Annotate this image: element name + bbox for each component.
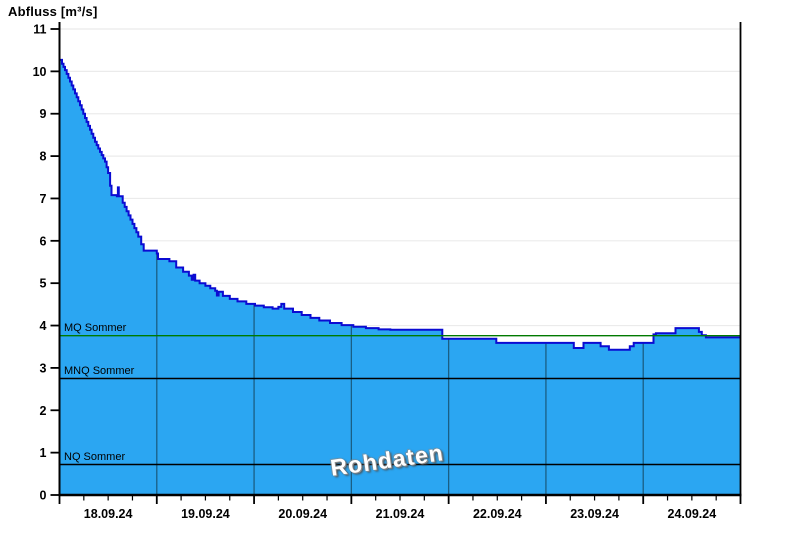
x-tick-label: 19.09.24 xyxy=(181,507,230,521)
x-tick-label: 24.09.24 xyxy=(668,507,717,521)
svg-text:2: 2 xyxy=(40,404,47,418)
svg-text:10: 10 xyxy=(33,65,47,79)
svg-text:6: 6 xyxy=(40,234,47,248)
svg-text:5: 5 xyxy=(40,277,47,291)
mq-sommer-label: MQ Sommer xyxy=(64,322,127,335)
x-tick-label: 18.09.24 xyxy=(84,507,133,521)
axes-frame xyxy=(58,22,742,497)
svg-text:4: 4 xyxy=(40,319,47,333)
y-axis-ticks: 0 1 2 3 4 5 6 7 8 9 10 11 xyxy=(33,23,60,503)
svg-text:11: 11 xyxy=(33,23,46,37)
svg-text:3: 3 xyxy=(40,361,47,375)
svg-text:8: 8 xyxy=(40,150,47,164)
reference-lines xyxy=(59,335,741,466)
x-tick-label: 22.09.24 xyxy=(473,507,522,521)
svg-text:7: 7 xyxy=(40,192,47,206)
x-tick-label: 23.09.24 xyxy=(570,507,619,521)
chart-title: Abfluss [m³/s] xyxy=(8,4,98,19)
svg-text:9: 9 xyxy=(40,107,47,121)
svg-text:0: 0 xyxy=(40,489,47,503)
x-tick-label: 21.09.24 xyxy=(376,507,425,521)
x-axis-ticks: 18.09.24 19.09.24 20.09.24 21.09.24 22.09.24… xyxy=(58,496,742,521)
discharge-area-fill xyxy=(59,59,741,496)
discharge-curve xyxy=(59,58,741,351)
nq-sommer-label: NQ Sommer xyxy=(64,450,126,463)
mnq-sommer-label: MNQ Sommer xyxy=(64,365,135,377)
svg-text:1: 1 xyxy=(40,446,47,460)
x-tick-label: 20.09.24 xyxy=(278,507,327,521)
